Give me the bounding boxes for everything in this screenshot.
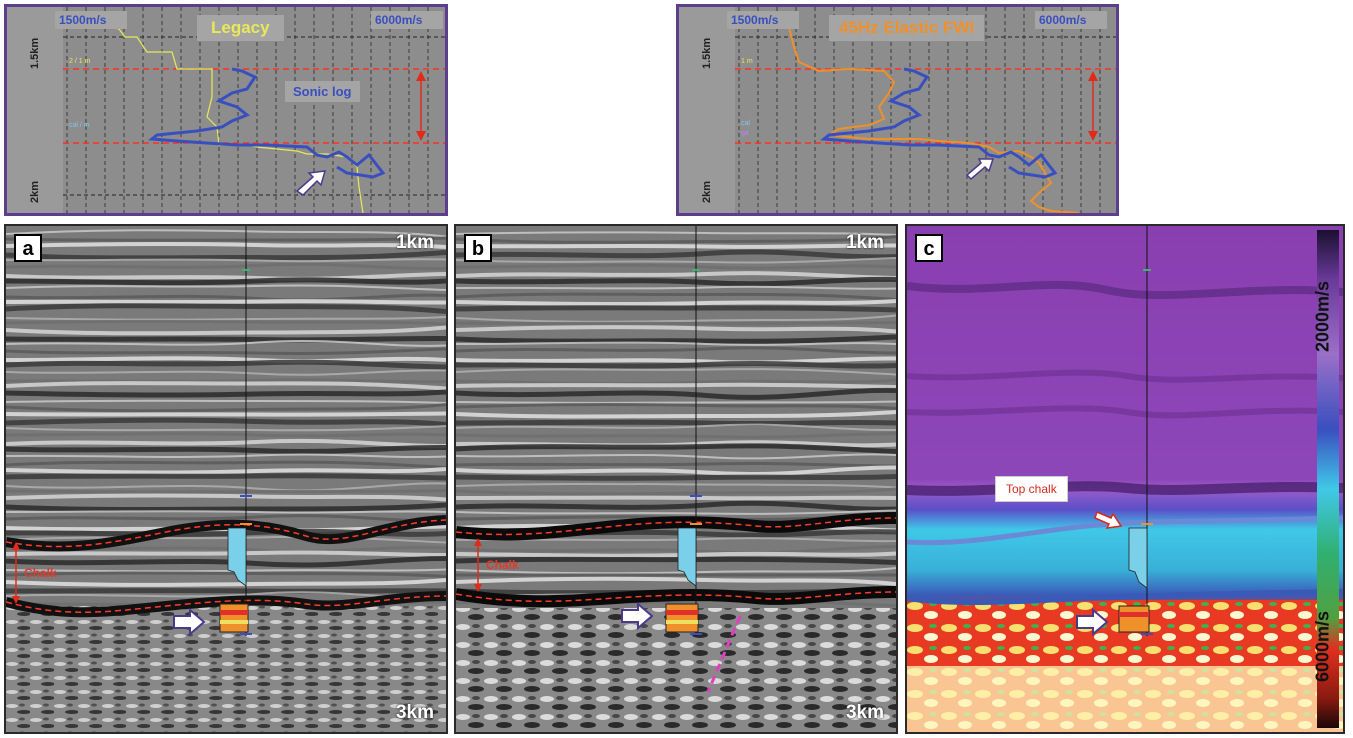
arrow-icon <box>295 170 327 196</box>
legacy-log-panel: 2 / 1 m cal / m 1500m/s 6000m/s Legacy S… <box>4 4 448 216</box>
fwi-depth-top: 1.5km <box>701 37 713 69</box>
depth-top-b: 1km <box>845 232 884 253</box>
arrow-icon <box>621 601 654 631</box>
sonic-log-label: Sonic log <box>285 81 360 102</box>
fwi-depth-bottom: 2km <box>701 180 713 203</box>
velocity-panel-c: c Top chalk 2000m/s 6000m/s <box>905 224 1345 734</box>
velocity-image-c <box>907 226 1343 732</box>
seismic-image-a <box>6 226 446 732</box>
svg-text:cal / m: cal / m <box>69 122 90 129</box>
legacy-title: Legacy <box>197 15 284 41</box>
legacy-scale-min: 1500m/s <box>55 11 127 29</box>
scale-bottom-label: 6000m/s <box>1312 610 1333 683</box>
legacy-depth-top: 1.5km <box>29 37 41 69</box>
velocity-color-scale <box>1317 230 1339 728</box>
fwi-scale-min: 1500m/s <box>727 11 799 29</box>
panel-letter-a: a <box>14 234 42 262</box>
legacy-depth-bottom: 2km <box>29 180 41 203</box>
depth-top-a: 1km <box>395 232 434 253</box>
chalk-label-b: Chalk <box>486 558 519 572</box>
fwi-scale-max: 6000m/s <box>1035 11 1107 29</box>
fwi-log-plot: 1 m cal ga <box>679 7 1116 213</box>
svg-text:cal: cal <box>741 120 750 127</box>
arrow-icon <box>965 158 995 181</box>
fwi-title: 45Hz Elastic FWI <box>829 15 985 41</box>
arrow-icon <box>1076 607 1109 637</box>
arrow-icon <box>1094 510 1123 529</box>
seismic-panel-b: b 1km 3km Chalk <box>454 224 898 734</box>
chalk-label-a: Chalk <box>24 566 57 580</box>
svg-text:1 m: 1 m <box>741 58 753 65</box>
legacy-scale-max: 6000m/s <box>371 11 443 29</box>
svg-text:ga: ga <box>741 130 749 137</box>
top-chalk-callout: Top chalk <box>995 476 1068 502</box>
seismic-image-b <box>456 226 896 732</box>
fwi-log-panel: 1 m cal ga 1500m/s 6000m/s 45Hz Elastic … <box>676 4 1119 216</box>
svg-text:2 / 1 m: 2 / 1 m <box>69 58 91 65</box>
panel-letter-c: c <box>915 234 943 262</box>
depth-bottom-a: 3km <box>395 702 434 723</box>
legacy-log-plot: 2 / 1 m cal / m <box>7 7 445 213</box>
seismic-panel-a: a 1km 3km Chalk <box>4 224 448 734</box>
scale-top-label: 2000m/s <box>1312 280 1333 353</box>
depth-bottom-b: 3km <box>845 702 884 723</box>
panel-letter-b: b <box>464 234 492 262</box>
arrow-icon <box>173 607 206 637</box>
